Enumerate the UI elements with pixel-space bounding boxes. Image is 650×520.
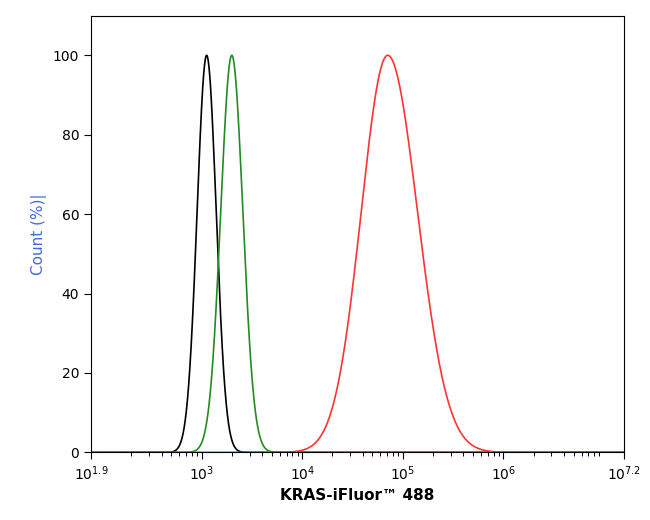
X-axis label: KRAS-iFluor™ 488: KRAS-iFluor™ 488 <box>280 488 435 503</box>
Y-axis label: Count (%)|: Count (%)| <box>31 193 47 275</box>
